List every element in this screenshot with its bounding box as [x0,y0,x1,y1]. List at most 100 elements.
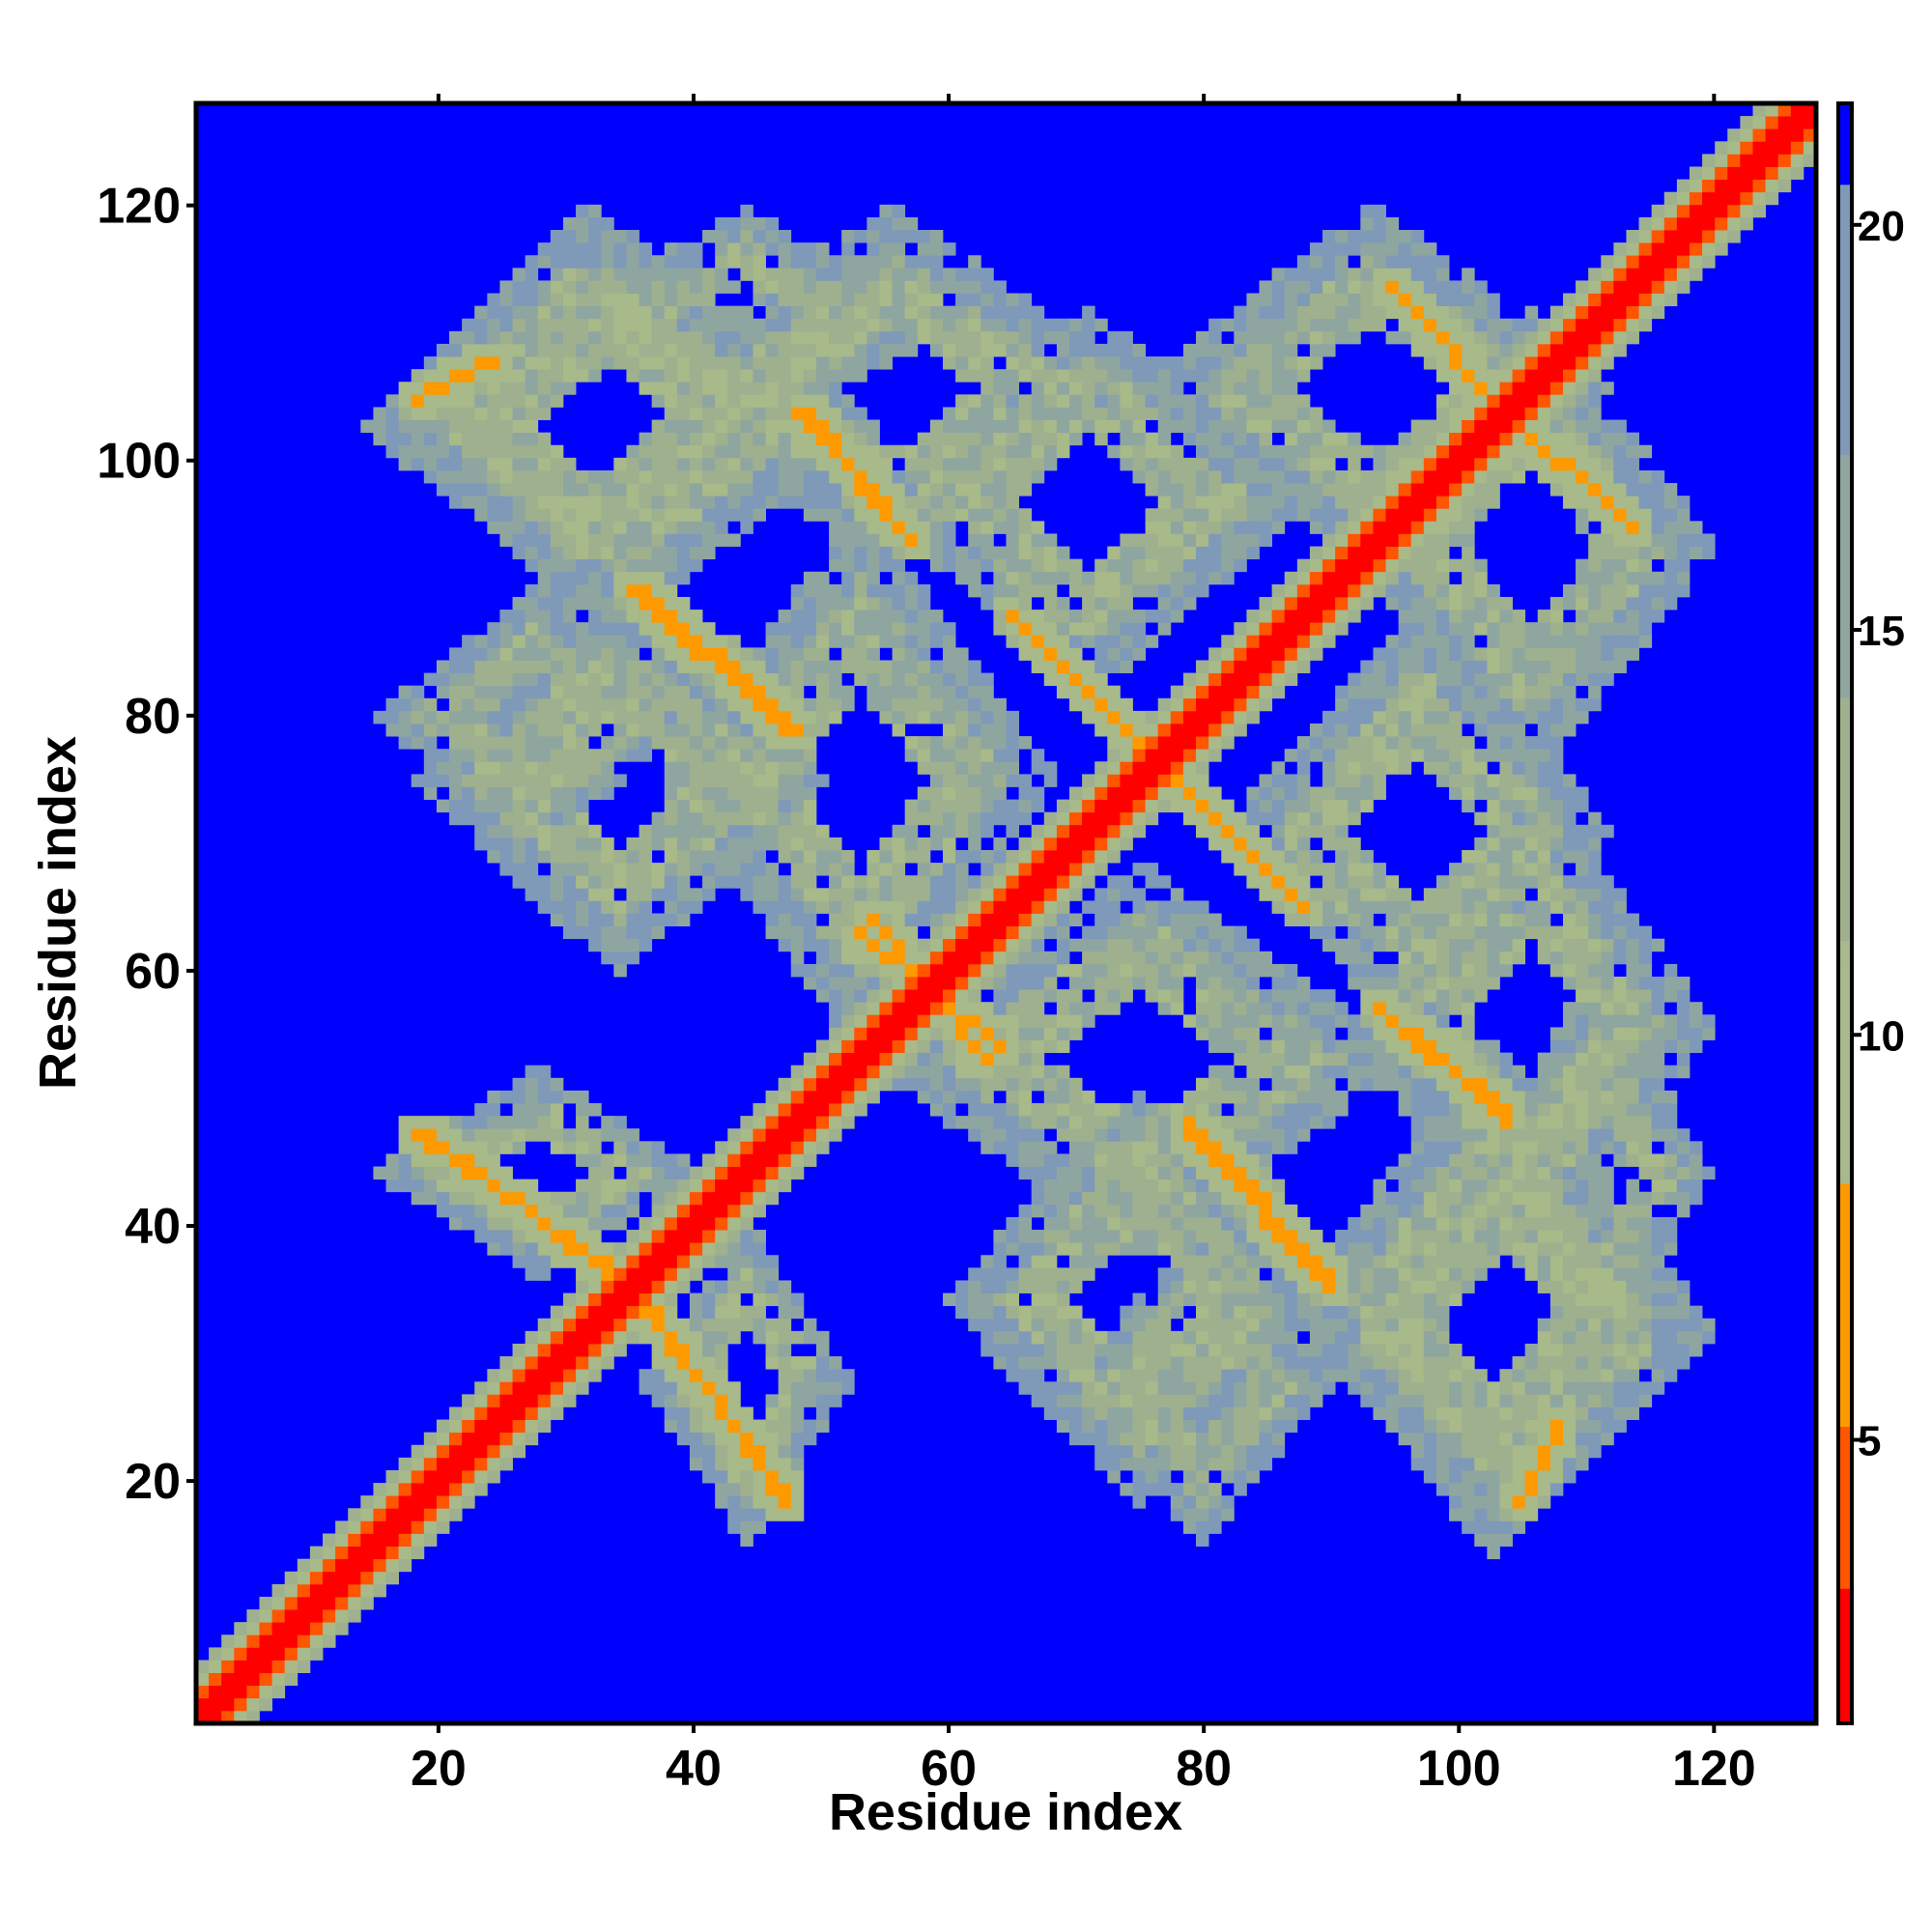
heatmap-cell [613,1128,627,1142]
heatmap-cell [1018,622,1033,636]
heatmap-cell [1120,761,1133,775]
heatmap-cell [613,496,627,509]
heatmap-cell [1120,533,1133,547]
heatmap-cell [639,736,653,750]
heatmap-cell [1006,394,1019,408]
heatmap-cell [423,407,438,420]
heatmap-cell [537,1267,552,1281]
heatmap-cell [829,849,842,864]
heatmap-cell [1006,369,1019,383]
heatmap-cell [1259,635,1273,648]
heatmap-cell [778,1153,792,1167]
heatmap-cell [803,444,817,459]
heatmap-cell [753,761,766,775]
heatmap-cell [702,330,716,345]
heatmap-cell [651,483,666,497]
heatmap-cell [1284,318,1298,332]
heatmap-cell [1031,457,1045,471]
heatmap-cell [588,1356,602,1370]
heatmap-cell [1221,1166,1235,1180]
heatmap-cell [968,951,981,965]
heatmap-cell [436,343,450,357]
heatmap-cell [854,1014,867,1028]
heatmap-cell [411,407,425,420]
heatmap-cell [601,533,614,547]
heatmap-cell [474,407,488,420]
heatmap-cell [815,419,830,434]
heatmap-cell [765,1141,780,1154]
heatmap-cell [651,647,666,661]
heatmap-cell [449,710,463,724]
heatmap-cell [525,457,539,471]
heatmap-cell [1196,1230,1209,1243]
heatmap-cell [1271,685,1286,699]
heatmap-cell [1069,1216,1083,1231]
heatmap-cell [715,444,728,459]
heatmap-cell [1170,1280,1184,1293]
heatmap-cell [1221,382,1235,395]
heatmap-cell [588,647,602,661]
heatmap-cell [1234,432,1247,446]
heatmap-cell [576,811,589,826]
heatmap-cell [1208,1495,1222,1509]
heatmap-cell [499,1457,513,1471]
heatmap-cell [1309,1318,1323,1332]
heatmap-cell [803,508,817,522]
heatmap-cell [892,596,906,611]
heatmap-cell [740,1179,753,1193]
heatmap-cell [221,1672,235,1687]
heatmap-cell [411,457,425,471]
heatmap-cell [1043,1141,1058,1154]
heatmap-cell [740,736,753,750]
heatmap-cell [1006,343,1019,357]
heatmap-cell [815,925,830,940]
heatmap-cell [1271,811,1286,826]
heatmap-cell [1284,1267,1298,1281]
heatmap-cell [1309,571,1323,585]
heatmap-cell [867,483,880,497]
heatmap-cell [1043,1318,1058,1332]
heatmap-cell [980,583,994,598]
heatmap-cell [562,343,577,357]
heatmap-cell [588,685,602,699]
heatmap-cell [1132,1483,1147,1496]
heatmap-cell [753,419,766,434]
heatmap-cell [1182,1179,1197,1193]
heatmap-cell [1284,356,1298,370]
heatmap-cell [499,457,513,471]
heatmap-cell [576,875,589,889]
heatmap-cell [803,1116,817,1129]
heatmap-cell [1145,989,1159,1003]
heatmap-cell [904,457,919,471]
heatmap-cell [373,1495,386,1509]
heatmap-cell [993,1027,1007,1040]
heatmap-cell [689,824,703,838]
heatmap-cell [715,469,728,484]
heatmap-cell [955,356,969,370]
heatmap-cell [664,888,678,901]
heatmap-cell [1196,533,1209,547]
heatmap-cell [1271,382,1286,395]
heatmap-cell [1094,799,1108,813]
heatmap-cell [385,697,400,712]
heatmap-cell [1082,824,1095,838]
heatmap-cell [676,242,691,256]
heatmap-cell [626,496,639,509]
heatmap-cell [474,749,488,762]
heatmap-cell [1296,1318,1311,1332]
heatmap-cell [993,610,1007,623]
heatmap-cell [423,672,438,687]
heatmap-cell [1221,1191,1235,1206]
heatmap-cell [1107,1406,1121,1420]
heatmap-cell [1006,1343,1019,1357]
heatmap-cell [1208,508,1222,522]
heatmap-cell [613,242,627,256]
heatmap-cell [1296,407,1311,420]
heatmap-cell [651,635,666,648]
heatmap-cell [968,1014,981,1028]
heatmap-cell [790,1432,805,1446]
heatmap-cell [993,913,1007,926]
heatmap-cell [904,1002,919,1015]
heatmap-cell [360,1546,374,1560]
heatmap-cell [1196,1103,1209,1117]
